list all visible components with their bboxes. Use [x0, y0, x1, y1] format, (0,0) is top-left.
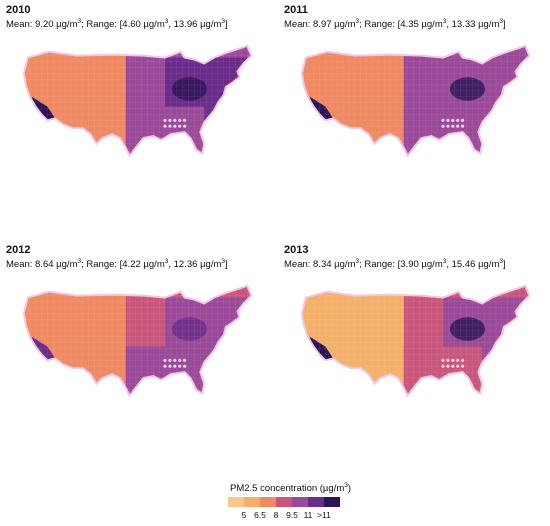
panel-stats: Mean: 8.64 µg/m3; Range: [4.22 µg/m3, 12…: [6, 258, 228, 271]
panel-year: 2012: [6, 244, 31, 256]
legend-tick: 8: [273, 510, 279, 520]
us-map-2010: [22, 44, 253, 158]
legend-swatch: [228, 497, 244, 507]
map-panel-2011: 2011 Mean: 8.97 µg/m3; Range: [4.35 µg/m…: [278, 0, 546, 235]
map-panel-2013: 2013 Mean: 8.34 µg/m3; Range: [3.90 µg/m…: [278, 240, 546, 475]
legend-tick: 11: [303, 510, 313, 520]
legend-tick: 6.5: [254, 510, 266, 520]
panel-year: 2010: [6, 4, 31, 16]
us-map-2012: [22, 284, 253, 398]
legend-title: PM2.5 concentration (µg/m3): [230, 482, 352, 495]
us-map-2013: [300, 284, 531, 398]
legend-swatches: [228, 497, 340, 507]
panel-year: 2011: [284, 4, 308, 16]
map-panel-2012: 2012 Mean: 8.64 µg/m3; Range: [4.22 µg/m…: [0, 240, 268, 475]
legend-swatch: [276, 497, 292, 507]
us-map-2011: [300, 44, 531, 158]
legend-swatch: [244, 497, 260, 507]
panel-year: 2013: [284, 244, 309, 256]
panel-stats: Mean: 8.34 µg/m3; Range: [3.90 µg/m3, 15…: [284, 258, 506, 271]
panel-stats: Mean: 8.97 µg/m3; Range: [4.35 µg/m3, 13…: [284, 18, 506, 31]
map-panel-2010: 2010 Mean: 9.20 µg/m3; Range: [4.60 µg/m…: [0, 0, 268, 235]
legend-swatch: [308, 497, 324, 507]
legend-swatch: [324, 497, 340, 507]
color-legend: PM2.5 concentration (µg/m3) 5 6.5 8 9.5 …: [0, 480, 550, 526]
panel-stats: Mean: 9.20 µg/m3; Range: [4.60 µg/m3, 13…: [6, 18, 228, 31]
legend-tick: >11: [317, 510, 331, 520]
legend-tick: 9.5: [286, 510, 298, 520]
legend-swatch: [260, 497, 276, 507]
legend-ticks: 5 6.5 8 9.5 11 >11: [228, 510, 340, 522]
legend-swatch: [292, 497, 308, 507]
legend-tick: 5: [241, 510, 247, 520]
